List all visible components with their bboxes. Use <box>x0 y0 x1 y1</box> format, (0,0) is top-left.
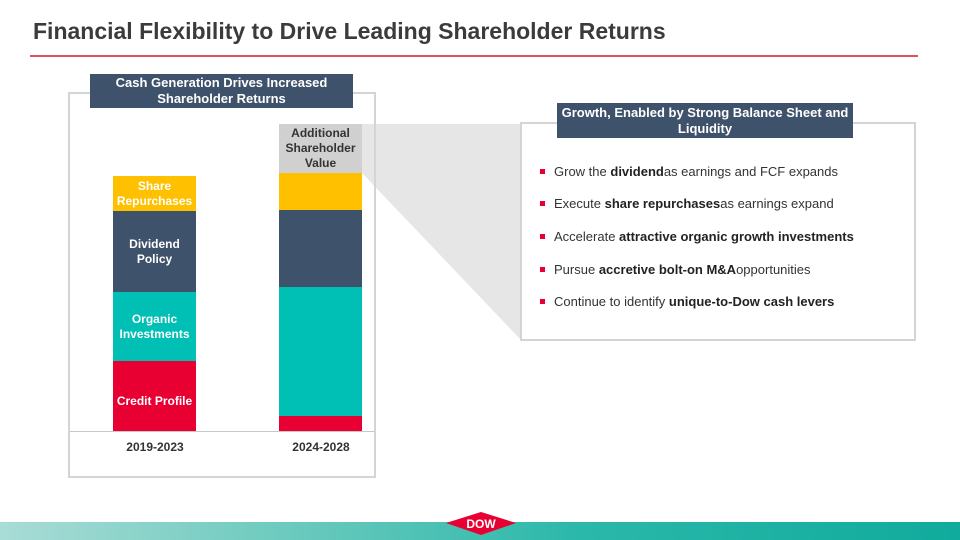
bar2-additional-shareholder-value: Additional Shareholder Value <box>279 124 362 173</box>
bar2-dividend-policy <box>279 210 362 287</box>
baseline <box>70 431 374 432</box>
dow-logo: DOW <box>446 512 516 535</box>
bar2-share-repurchases <box>279 173 362 210</box>
bar2-credit-profile <box>279 416 362 431</box>
bullet-icon <box>540 169 545 174</box>
bullet-item: Execute share repurchases as earnings ex… <box>540 196 834 211</box>
bar2-organic-investments <box>279 287 362 416</box>
bar1-organic-investments: Organic Investments <box>113 292 196 361</box>
bullet-icon <box>540 299 545 304</box>
bullet-item: Grow the dividend as earnings and FCF ex… <box>540 164 838 179</box>
bar1-dividend-policy: Dividend Policy <box>113 211 196 292</box>
svg-text:DOW: DOW <box>466 517 496 531</box>
bullet-icon <box>540 234 545 239</box>
bullet-item: Pursue accretive bolt-on M&A opportuniti… <box>540 262 811 277</box>
bar1-share-repurchases: Share Repurchases <box>113 176 196 211</box>
bullet-item: Accelerate attractive organic growth inv… <box>540 229 854 244</box>
bullet-icon <box>540 201 545 206</box>
bar1-label: 2019-2023 <box>126 440 184 454</box>
bullet-icon <box>540 267 545 272</box>
title-divider <box>30 55 918 57</box>
left-panel-header: Cash Generation Drives Increased Shareho… <box>90 74 353 108</box>
slide-title: Financial Flexibility to Drive Leading S… <box>33 18 666 44</box>
bullet-item: Continue to identify unique-to-Dow cash … <box>540 294 834 309</box>
bar2-label: 2024-2028 <box>292 440 350 454</box>
right-panel-header: Growth, Enabled by Strong Balance Sheet … <box>557 103 853 138</box>
bar1-credit-profile: Credit Profile <box>113 361 196 431</box>
